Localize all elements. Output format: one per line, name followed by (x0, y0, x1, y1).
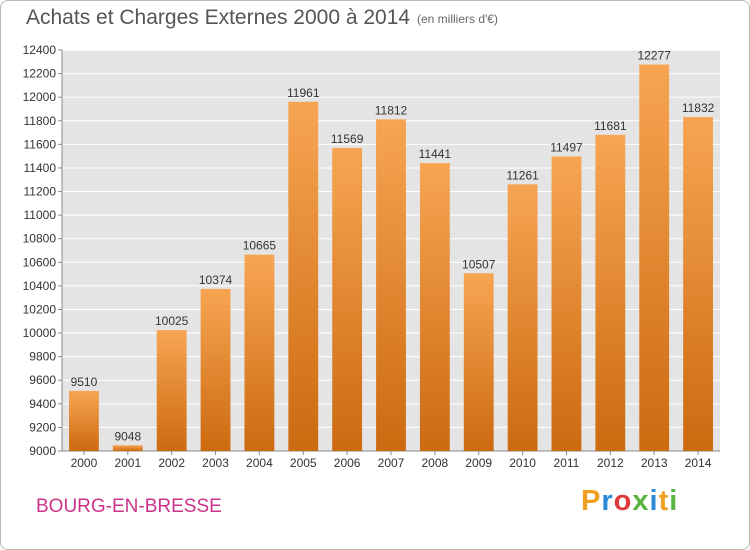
bar (332, 148, 363, 451)
y-tick-label: 10000 (23, 326, 57, 340)
bar-value-label: 10374 (199, 273, 233, 287)
y-tick-label: 10200 (23, 302, 57, 316)
bar-value-label: 11261 (506, 168, 539, 182)
x-tick-label: 2010 (509, 456, 536, 470)
brand-letter: i (669, 485, 679, 517)
x-tick-label: 2003 (202, 456, 229, 470)
y-tick-label: 11000 (24, 208, 57, 222)
brand-letter: t (658, 485, 670, 517)
y-tick-label: 9000 (29, 444, 56, 458)
bar-value-label: 11961 (287, 86, 320, 100)
brand-letter: i (649, 485, 659, 517)
brand-letter: o (613, 485, 633, 517)
y-tick-label: 9800 (29, 350, 56, 364)
y-tick-label: 11200 (24, 185, 57, 199)
bar (463, 273, 494, 451)
bar-value-label: 12277 (638, 49, 672, 63)
chart-title: Achats et Charges Externes 2000 à 2014 (26, 6, 411, 29)
proxiti-logo: Proxiti (581, 485, 678, 518)
bar (288, 101, 319, 451)
y-tick-label: 11600 (24, 137, 57, 151)
x-tick-label: 2011 (554, 456, 580, 470)
bar (112, 445, 143, 451)
x-tick-label: 2001 (114, 456, 141, 470)
x-tick-label: 2000 (71, 456, 98, 470)
bar-value-label: 11497 (550, 141, 583, 155)
bar-value-label: 11441 (419, 147, 452, 161)
bar-value-label: 11681 (594, 119, 627, 133)
bar (156, 330, 187, 451)
x-tick-label: 2009 (465, 456, 492, 470)
y-tick-label: 11800 (24, 114, 57, 128)
brand-letter: P (581, 485, 602, 517)
chart-subtitle: (en milliers d'€) (417, 12, 498, 26)
bar (69, 390, 99, 451)
y-tick-label: 9200 (29, 420, 56, 434)
brand-letter: r (601, 485, 614, 517)
bar (595, 134, 626, 451)
bar (200, 288, 231, 451)
bar (244, 254, 275, 451)
bar (639, 64, 670, 451)
y-tick-label: 12000 (23, 90, 57, 104)
y-tick-label: 10800 (23, 232, 57, 246)
bar (419, 163, 450, 451)
bar-value-label: 11832 (682, 101, 715, 115)
bar-value-label: 11569 (331, 132, 364, 146)
x-tick-label: 2007 (378, 456, 405, 470)
bar (683, 116, 713, 451)
bar-value-label: 9048 (114, 429, 141, 443)
x-tick-label: 2005 (290, 456, 317, 470)
y-tick-label: 12400 (23, 43, 57, 57)
bar (376, 119, 406, 451)
x-tick-label: 2012 (597, 456, 624, 470)
bar-value-label: 10665 (243, 239, 277, 253)
brand-letter: x (632, 485, 650, 517)
y-tick-label: 11400 (24, 161, 57, 175)
y-tick-label: 10600 (23, 255, 57, 269)
city-label: BOURG-EN-BRESSE (36, 496, 222, 517)
x-tick-label: 2002 (158, 456, 185, 470)
bar (507, 184, 538, 451)
bar-value-label: 11812 (375, 103, 408, 117)
y-tick-label: 9400 (29, 397, 56, 411)
x-tick-label: 2013 (641, 456, 668, 470)
x-tick-label: 2006 (334, 456, 361, 470)
bar-value-label: 9510 (71, 375, 98, 389)
bar-value-label: 10507 (462, 257, 496, 271)
bar-value-label: 10025 (155, 314, 189, 328)
x-tick-label: 2008 (422, 456, 449, 470)
y-tick-label: 9600 (29, 373, 56, 387)
x-tick-label: 2004 (246, 456, 273, 470)
y-tick-label: 10400 (23, 279, 57, 293)
bar (551, 156, 582, 451)
x-tick-label: 2014 (685, 456, 712, 470)
y-tick-label: 12200 (23, 67, 57, 81)
